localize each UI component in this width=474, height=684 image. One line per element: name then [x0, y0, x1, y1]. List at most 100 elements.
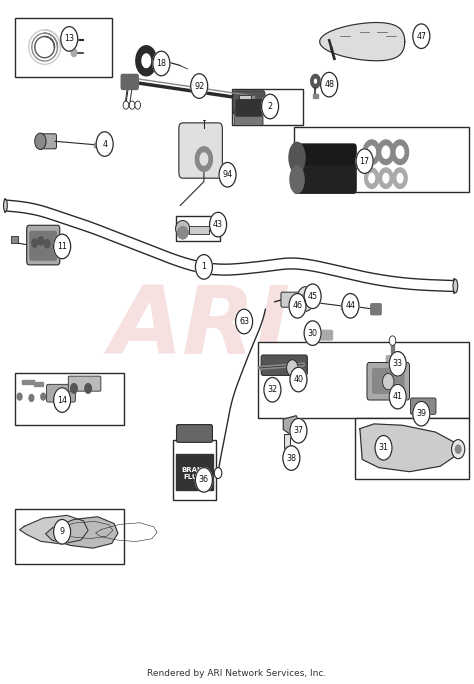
FancyBboxPatch shape	[233, 91, 265, 114]
Circle shape	[389, 352, 406, 376]
FancyBboxPatch shape	[295, 166, 356, 193]
Circle shape	[29, 395, 34, 402]
Text: 39: 39	[416, 409, 427, 418]
Circle shape	[452, 440, 465, 459]
Circle shape	[210, 212, 227, 237]
Bar	[284, 434, 290, 455]
Circle shape	[264, 378, 281, 402]
Text: 92: 92	[194, 81, 204, 90]
Circle shape	[297, 287, 314, 311]
Bar	[94, 143, 103, 147]
Circle shape	[85, 384, 91, 393]
Text: 47: 47	[416, 31, 427, 40]
Circle shape	[17, 393, 22, 400]
Circle shape	[38, 237, 44, 245]
Bar	[175, 454, 213, 490]
FancyBboxPatch shape	[173, 440, 216, 501]
Circle shape	[71, 49, 77, 57]
FancyBboxPatch shape	[234, 111, 263, 126]
Text: 63: 63	[239, 317, 249, 326]
Circle shape	[35, 133, 46, 150]
Text: 46: 46	[292, 302, 302, 311]
FancyBboxPatch shape	[39, 134, 56, 149]
Polygon shape	[320, 23, 405, 61]
Circle shape	[389, 336, 396, 345]
Text: 30: 30	[308, 328, 318, 338]
Text: 43: 43	[213, 220, 223, 229]
Circle shape	[389, 384, 406, 409]
FancyBboxPatch shape	[367, 363, 410, 400]
FancyBboxPatch shape	[281, 292, 303, 307]
Circle shape	[129, 101, 135, 109]
Circle shape	[44, 239, 50, 248]
Circle shape	[289, 293, 306, 318]
Circle shape	[191, 74, 208, 98]
Bar	[239, 95, 251, 105]
Circle shape	[217, 229, 221, 236]
Text: 13: 13	[64, 34, 74, 43]
Text: 33: 33	[392, 359, 403, 369]
Text: 36: 36	[199, 475, 209, 484]
Text: 41: 41	[392, 392, 403, 401]
Ellipse shape	[175, 220, 190, 237]
Text: 1: 1	[201, 263, 206, 272]
Polygon shape	[46, 516, 118, 548]
Bar	[294, 127, 469, 192]
Bar	[11, 236, 18, 243]
Text: 38: 38	[286, 453, 296, 462]
Circle shape	[153, 51, 170, 76]
FancyBboxPatch shape	[179, 123, 222, 178]
FancyBboxPatch shape	[295, 144, 356, 172]
Bar	[34, 382, 43, 386]
Text: ARI: ARI	[109, 282, 290, 374]
Bar	[189, 226, 209, 234]
Circle shape	[287, 360, 298, 376]
FancyBboxPatch shape	[386, 356, 400, 365]
Circle shape	[135, 101, 141, 109]
FancyBboxPatch shape	[30, 231, 56, 260]
Circle shape	[262, 94, 279, 119]
Text: 14: 14	[57, 395, 67, 404]
Circle shape	[61, 27, 78, 51]
Bar	[175, 215, 220, 241]
Circle shape	[304, 321, 321, 345]
Circle shape	[283, 446, 300, 471]
Polygon shape	[360, 424, 458, 472]
Bar	[15, 510, 124, 564]
Text: 9: 9	[60, 527, 64, 536]
Bar	[341, 303, 350, 308]
Circle shape	[96, 132, 113, 157]
Circle shape	[290, 419, 307, 443]
Circle shape	[54, 388, 71, 412]
Text: 37: 37	[293, 426, 303, 435]
Text: Rendered by ARI Network Services, Inc.: Rendered by ARI Network Services, Inc.	[147, 669, 327, 678]
Circle shape	[219, 163, 236, 187]
Circle shape	[32, 239, 37, 247]
Bar	[15, 373, 124, 425]
Circle shape	[41, 393, 46, 400]
Text: BRAKE
FLUID: BRAKE FLUID	[182, 467, 208, 480]
Bar	[355, 419, 469, 479]
Text: 44: 44	[346, 302, 356, 311]
Text: 48: 48	[324, 80, 334, 89]
Circle shape	[290, 367, 307, 392]
FancyBboxPatch shape	[320, 330, 332, 340]
Circle shape	[123, 101, 129, 109]
Text: 2: 2	[267, 102, 273, 111]
FancyBboxPatch shape	[46, 384, 75, 402]
Polygon shape	[19, 515, 88, 544]
FancyBboxPatch shape	[236, 100, 262, 116]
Ellipse shape	[453, 279, 458, 293]
Circle shape	[320, 73, 337, 97]
Circle shape	[356, 149, 373, 174]
Text: 45: 45	[308, 292, 318, 301]
Polygon shape	[283, 416, 301, 434]
Circle shape	[342, 293, 359, 318]
Circle shape	[413, 402, 430, 426]
FancyBboxPatch shape	[373, 369, 404, 393]
Circle shape	[214, 468, 222, 479]
Circle shape	[456, 445, 461, 453]
Circle shape	[375, 436, 392, 460]
FancyBboxPatch shape	[410, 398, 436, 415]
FancyBboxPatch shape	[27, 225, 60, 265]
